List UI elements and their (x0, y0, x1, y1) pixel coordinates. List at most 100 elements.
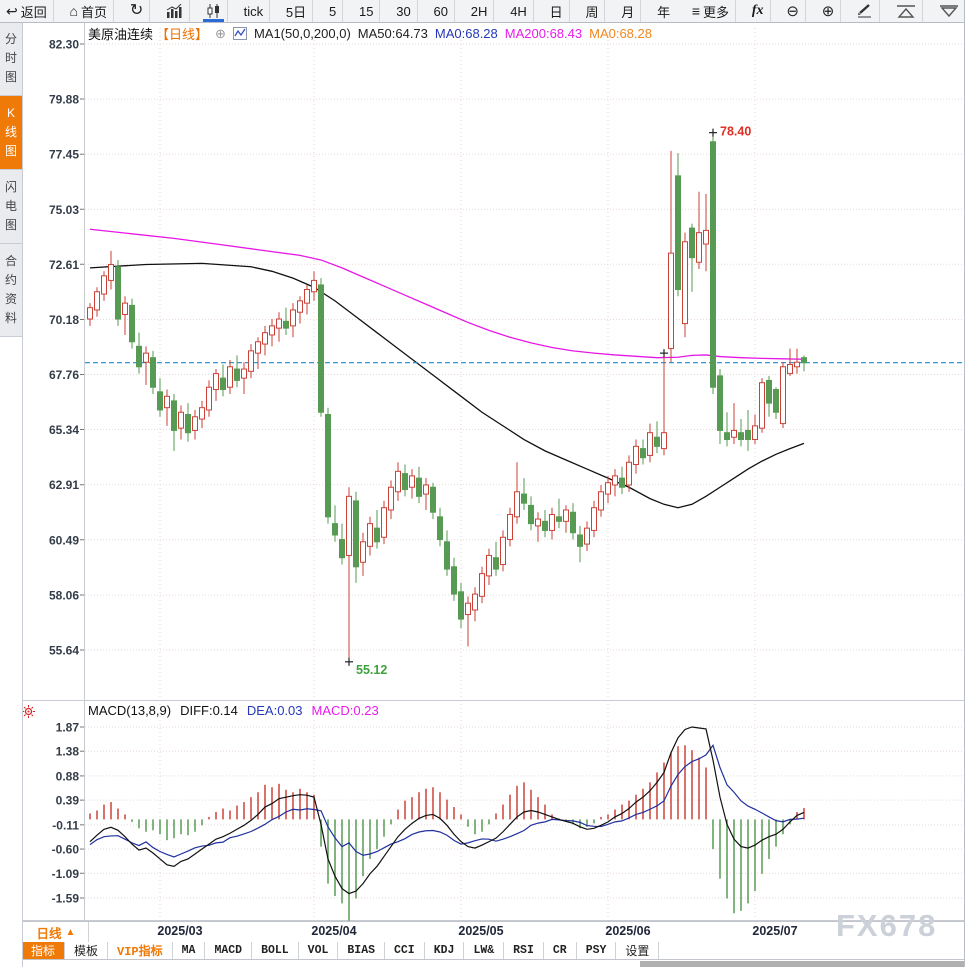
candle[interactable] (577, 534, 583, 547)
candle[interactable] (521, 493, 527, 504)
candle[interactable] (493, 557, 499, 570)
candle[interactable] (269, 325, 275, 336)
candle[interactable] (360, 541, 366, 563)
indicator-tab-BOLL[interactable]: BOLL (252, 942, 299, 959)
candle[interactable] (157, 391, 163, 411)
candle[interactable] (689, 227, 695, 259)
period-button-4H[interactable]: 4H (504, 0, 534, 22)
candle[interactable] (185, 414, 191, 434)
back-button[interactable]: ↩ 返回 (0, 0, 54, 22)
candle[interactable] (780, 366, 786, 425)
timeframe-selector[interactable]: 日线 ▲ (24, 922, 89, 942)
candle[interactable] (332, 523, 338, 536)
candle[interactable] (395, 470, 401, 493)
candle[interactable] (773, 389, 779, 413)
refresh-button[interactable]: ↻ (124, 0, 151, 22)
candle[interactable] (731, 429, 737, 438)
candle[interactable] (745, 429, 751, 441)
candle[interactable] (164, 395, 170, 409)
candle[interactable] (290, 309, 296, 327)
candle[interactable] (227, 366, 233, 388)
candle[interactable] (682, 241, 688, 325)
period-button-30[interactable]: 30 (390, 0, 418, 22)
indicator-tab-KDJ[interactable]: KDJ (425, 942, 465, 959)
candle[interactable] (325, 414, 331, 518)
indicator-tab-MA[interactable]: MA (173, 942, 206, 959)
indicator-tab-设置[interactable]: 设置 (616, 942, 660, 959)
candle[interactable] (675, 175, 681, 290)
candle[interactable] (570, 511, 576, 534)
candle[interactable] (241, 368, 247, 379)
candle[interactable] (591, 507, 597, 531)
candle[interactable] (94, 291, 100, 311)
candle[interactable] (584, 527, 590, 545)
candle[interactable] (724, 432, 730, 441)
horizontal-scrollbar[interactable] (640, 961, 964, 967)
candle[interactable] (458, 591, 464, 620)
indicator-tab-LW&[interactable]: LW& (464, 942, 505, 959)
period-button-日[interactable]: 日 (544, 0, 570, 22)
sidebar-item-闪电图[interactable]: 闪电图 (0, 170, 22, 244)
indicator-tab-BIAS[interactable]: BIAS (338, 942, 385, 959)
period-button-月[interactable]: 月 (615, 0, 642, 22)
home-button[interactable]: ⌂ 首页 (64, 0, 115, 22)
candle[interactable] (794, 361, 800, 368)
indicator-tab-RSI[interactable]: RSI (504, 942, 544, 959)
candle[interactable] (136, 345, 142, 368)
candle[interactable] (409, 475, 415, 488)
candle[interactable] (129, 304, 135, 343)
candle[interactable] (647, 432, 653, 456)
indicator-tab-指标[interactable]: 指标 (22, 942, 66, 959)
candle[interactable] (367, 523, 373, 547)
indicator-tab-MACD[interactable]: MACD (205, 942, 253, 959)
candle[interactable] (465, 602, 471, 616)
candle[interactable] (423, 484, 429, 495)
candle[interactable] (528, 504, 534, 525)
candle[interactable] (752, 425, 758, 441)
candle[interactable] (381, 507, 387, 538)
period-button-周[interactable]: 周 (579, 0, 606, 22)
candle[interactable] (101, 275, 107, 295)
more-button[interactable]: ≡ 更多 (686, 0, 737, 22)
candle[interactable] (220, 377, 226, 391)
candle[interactable] (346, 495, 352, 556)
candle[interactable] (108, 263, 114, 281)
period-button-2H[interactable]: 2H (465, 0, 495, 22)
candle[interactable] (626, 461, 632, 486)
candle[interactable] (311, 279, 317, 293)
candle[interactable] (213, 373, 219, 391)
candle[interactable] (612, 475, 618, 486)
bottom-marker-button[interactable] (933, 0, 964, 22)
indicator-tab-VOL[interactable]: VOL (299, 942, 339, 959)
candle[interactable] (192, 416, 198, 431)
candle[interactable] (661, 432, 667, 450)
candle[interactable] (339, 539, 345, 559)
candle[interactable] (234, 368, 240, 381)
period-button-60[interactable]: 60 (428, 0, 455, 22)
candle[interactable] (640, 448, 646, 459)
candle[interactable] (276, 318, 282, 329)
candle[interactable] (262, 332, 268, 345)
candle[interactable] (304, 288, 310, 304)
candle[interactable] (668, 252, 674, 350)
candle[interactable] (444, 541, 450, 570)
candle[interactable] (255, 341, 261, 354)
candle[interactable] (549, 514, 555, 531)
indicator-tab-CCI[interactable]: CCI (385, 942, 425, 959)
candle[interactable] (178, 411, 184, 429)
candle[interactable] (598, 491, 604, 511)
candle[interactable] (619, 477, 625, 488)
candle[interactable] (717, 375, 723, 431)
indicator-settings-icon[interactable] (22, 705, 35, 718)
candle[interactable] (472, 593, 478, 611)
candle[interactable] (143, 352, 149, 363)
candle[interactable] (605, 482, 611, 495)
candle[interactable] (703, 229, 709, 245)
candle[interactable] (115, 266, 121, 320)
draw-button[interactable] (851, 0, 881, 22)
candle[interactable] (654, 436, 660, 447)
candle[interactable] (199, 407, 205, 420)
period-button-5[interactable]: 5 (323, 0, 344, 22)
